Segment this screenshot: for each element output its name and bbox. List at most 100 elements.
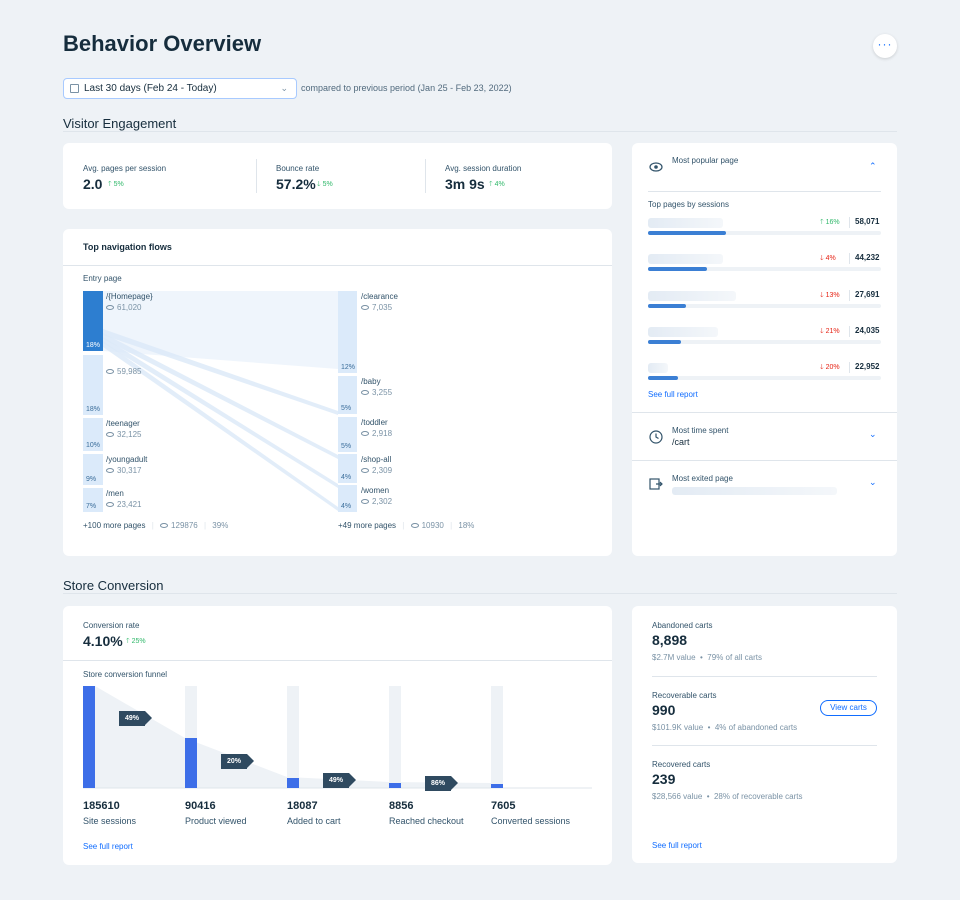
cart-label: Abandoned carts xyxy=(652,621,713,630)
funnel-rate-tag: 86% xyxy=(425,776,459,791)
funnel-step-label: Added to cart xyxy=(287,816,341,826)
see-full-report-link[interactable]: See full report xyxy=(83,842,133,851)
more-actions-button[interactable]: ··· xyxy=(873,34,897,58)
funnel-bar[interactable] xyxy=(389,783,401,788)
node-percent: 5% xyxy=(341,443,352,450)
cart-value: 990 xyxy=(652,702,676,718)
funnel-area xyxy=(83,686,592,789)
popular-page-header[interactable]: Most popular page ⌃ xyxy=(632,143,897,191)
top-page-row[interactable]: 🡓 13% 27,691 xyxy=(632,288,897,316)
funnel-title: Store conversion funnel xyxy=(83,670,168,679)
session-bar-fill xyxy=(648,340,681,344)
divider xyxy=(256,159,257,193)
session-bar-fill xyxy=(648,267,707,271)
divider xyxy=(632,460,897,461)
chevron-down-icon: ⌄ xyxy=(280,83,288,93)
node-percent: 12% xyxy=(341,364,356,371)
page-name: /women xyxy=(361,486,390,495)
kpi-change-value: 4% xyxy=(494,181,505,188)
flow-link xyxy=(103,341,338,511)
kpi-value: 2.0 xyxy=(83,176,103,192)
node-percent: 4% xyxy=(341,503,352,510)
conversion-card: Conversion rate 4.10% 🡑 25% Store conver… xyxy=(63,606,612,865)
blurred-page-name xyxy=(648,218,723,228)
funnel-bar[interactable] xyxy=(287,778,299,788)
eye-icon xyxy=(160,523,169,529)
flow-node[interactable]: 12% xyxy=(338,291,357,373)
funnel-rate-tag: 49% xyxy=(119,711,153,726)
session-bar-track xyxy=(648,340,881,344)
funnel-bar[interactable] xyxy=(83,686,95,788)
carts-card: Abandoned carts 8,898 $2.7M value • 79% … xyxy=(632,606,897,863)
page-count: 2,309 xyxy=(361,466,392,475)
view-carts-button[interactable]: View carts xyxy=(820,700,877,716)
eye-icon xyxy=(361,305,369,311)
session-bar-fill xyxy=(648,376,678,380)
flow-node[interactable]: 5% xyxy=(338,417,357,452)
funnel-bar[interactable] xyxy=(185,738,197,788)
flow-node[interactable]: 10% xyxy=(83,418,103,451)
most-exited-row[interactable]: Most exited page ⌄ xyxy=(632,461,897,509)
divider xyxy=(63,660,612,661)
flow-node[interactable]: 5% xyxy=(338,376,357,414)
most-time-spent-row[interactable]: Most time spent /cart ⌄ xyxy=(632,413,897,460)
see-full-report-link[interactable]: See full report xyxy=(648,390,698,399)
page-name: /shop-all xyxy=(361,455,392,464)
blurred-page-name xyxy=(672,487,837,495)
kpi-label: Avg. session duration xyxy=(445,164,522,173)
node-percent: 4% xyxy=(341,474,352,481)
exit-icon xyxy=(649,478,663,490)
separator xyxy=(849,326,850,337)
more-pages-link[interactable]: +100 more pages | 129876 | 39% xyxy=(83,521,228,530)
top-page-row[interactable]: 🡓 4% 44,232 xyxy=(632,251,897,279)
flow-node[interactable]: 4% xyxy=(338,485,357,512)
top-page-row[interactable]: 🡓 20% 22,952 xyxy=(632,360,897,388)
cart-meta-share: 4% of abandoned carts xyxy=(714,723,798,732)
eye-icon xyxy=(106,432,114,438)
divider xyxy=(648,191,881,192)
kpi-change: 🡑 4% xyxy=(489,181,505,188)
page-count-value: 32,125 xyxy=(117,430,142,439)
kpi-card: Avg. pages per session 2.0 🡑 5% Bounce r… xyxy=(63,143,612,209)
page-change: 🡑 16% xyxy=(820,219,840,226)
flow-link xyxy=(103,333,338,459)
page-count-value: 30,317 xyxy=(117,466,142,475)
flow-node[interactable]: 4% xyxy=(338,454,357,483)
more-pages-label: +49 more pages xyxy=(338,521,397,530)
flow-node[interactable]: 18% xyxy=(83,291,103,351)
flow-node[interactable]: 9% xyxy=(83,454,103,485)
see-full-report-link[interactable]: See full report xyxy=(652,841,702,850)
section-title-conversion: Store Conversion xyxy=(63,578,164,593)
divider xyxy=(632,412,897,413)
kpi-label: Bounce rate xyxy=(276,164,320,173)
date-range-picker[interactable]: Last 30 days (Feb 24 - Today) ⌄ xyxy=(63,78,297,99)
flow-node[interactable]: 18% xyxy=(83,355,103,415)
flow-node[interactable]: 7% xyxy=(83,488,103,512)
eye-icon xyxy=(649,162,663,172)
page-count-value: 23,421 xyxy=(117,500,142,509)
separator xyxy=(849,217,850,228)
page-change: 🡓 13% xyxy=(820,292,840,299)
page-name: /toddler xyxy=(361,418,388,427)
divider xyxy=(63,265,612,266)
page-count-value: 2,918 xyxy=(372,429,393,438)
separator: | xyxy=(151,521,154,530)
calendar-icon xyxy=(70,84,79,93)
kpi-change-value: 5% xyxy=(322,181,333,188)
page-name: /{Homepage} xyxy=(106,292,153,301)
page-sessions: 58,071 xyxy=(855,217,880,226)
page-count-value: 2,302 xyxy=(372,497,393,506)
kpi-value: 3m 9s xyxy=(445,176,485,192)
funnel-bar[interactable] xyxy=(491,784,503,788)
top-page-row[interactable]: 🡑 16% 58,071 xyxy=(632,215,897,243)
flow-links xyxy=(103,291,338,511)
separator: | xyxy=(450,521,453,530)
chevron-down-icon: ⌄ xyxy=(869,477,877,487)
compare-period-text: compared to previous period (Jan 25 - Fe… xyxy=(301,83,512,93)
page-count: 61,020 xyxy=(106,303,141,312)
page-count: 2,918 xyxy=(361,429,392,438)
more-pages-link[interactable]: +49 more pages | 10930 | 18% xyxy=(338,521,474,530)
top-page-row[interactable]: 🡓 21% 24,035 xyxy=(632,324,897,352)
cart-meta: $101.9K value • 4% of abandoned carts xyxy=(652,723,798,732)
funnel-step-value: 8856 xyxy=(389,800,414,812)
